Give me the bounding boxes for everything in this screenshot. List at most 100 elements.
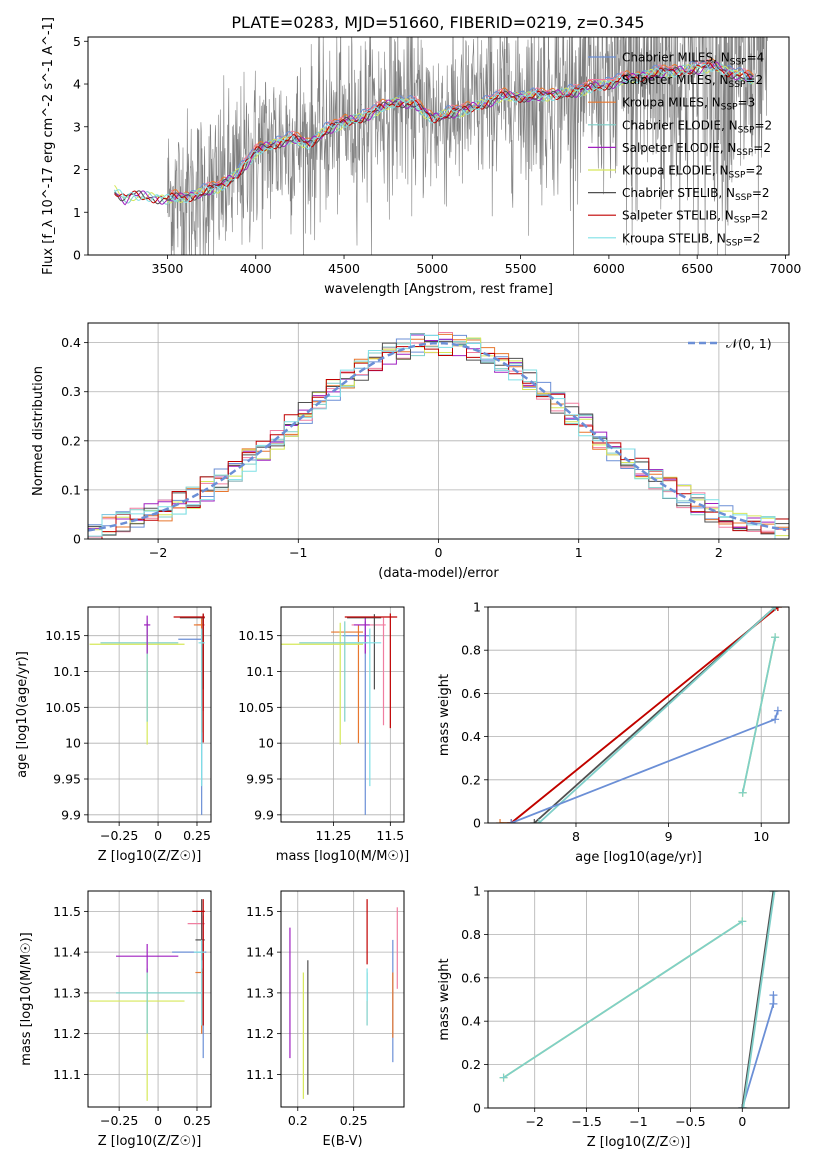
y-tick-label: 0.8 (461, 927, 481, 942)
x-tick-label: 0 (435, 545, 443, 560)
y-tick-label: 11.2 (246, 1026, 274, 1041)
mass-weight-marker (499, 1073, 508, 1082)
plot-area (114, 37, 768, 255)
legend-label: 𝒩(0, 1) (726, 336, 772, 351)
errorbar-point (344, 613, 398, 729)
x-tick-label: 2 (715, 545, 723, 560)
y-tick-label: 0.2 (61, 433, 81, 448)
x-axis-label: (data-model)/error (378, 566, 499, 581)
mass-weight-marker (769, 991, 778, 1000)
x-tick-label: 0 (154, 1113, 162, 1128)
x-axis-label: age [log10(age/yr)] (575, 850, 702, 865)
axes-overlay: 8 9 10 0 0.2 0.4 0.6 0.8 1 age [log10(age/yr)] mas… (437, 600, 790, 865)
y-tick-label: 11.1 (246, 1067, 274, 1082)
model-spectrum-line (114, 63, 754, 203)
y-tick-label: 10 (258, 736, 274, 751)
x-tick-label: 0 (154, 828, 162, 843)
axes-overlay: −0.25 0 0.25 9.9 9.95 10 10.05 10.1 10.15 Z [log1… (15, 606, 212, 864)
y-tick-label: 11.1 (53, 1067, 81, 1082)
normal-distribution-curve (88, 341, 787, 532)
plot-area (289, 899, 398, 1099)
y-tick-label: 0 (473, 1101, 481, 1116)
x-tick-label: 11.5 (376, 828, 404, 843)
y-axis-label: age [log10(age/yr)] (15, 651, 30, 778)
mass-weight-marker (739, 1104, 748, 1108)
axes-overlay: −2 −1 0 1 2 0 0.1 0.2 0.3 0.4 (data-model)/error No… (31, 322, 790, 581)
mass-weight-marker (770, 891, 779, 895)
legend: 𝒩(0, 1) (688, 336, 772, 351)
x-tick-label: −0.5 (675, 1114, 705, 1129)
errorbar-point (178, 617, 204, 815)
axes-overlay: 11.25 11.5 9.9 9.95 10 10.05 10.1 10.15 mass [lo… (238, 606, 409, 864)
axes-frame (280, 890, 405, 1108)
mass-weight-marker (773, 706, 782, 715)
legend-label: Salpeter STELIB, NSSP=2 (622, 209, 768, 226)
y-tick-label: 0.6 (461, 686, 481, 701)
y-tick-label: 11.5 (53, 904, 81, 919)
y-axis-label: mass [log10(M/M☉)] (19, 932, 34, 1065)
mass-weight-marker (738, 1104, 747, 1108)
plot-area (496, 607, 782, 823)
y-tick-label: 11.4 (246, 945, 274, 960)
x-axis-label: E(B-V) (322, 1134, 362, 1149)
axes-overlay: −2 −1.5 −1 −0.5 0 0 0.2 0.4 0.6 0.8 1 Z [log10(Z/Z☉… (437, 884, 790, 1150)
plot-area (89, 899, 207, 1101)
axes-frame (87, 890, 212, 1108)
x-tick-label: −2 (149, 545, 167, 560)
errorbar-point (347, 614, 382, 690)
legend-label: Kroupa ELODIE, NSSP=2 (622, 164, 763, 181)
mass-weight-marker (496, 819, 505, 823)
y-tick-label: 9.9 (61, 807, 81, 822)
y-tick-label: 0 (73, 248, 81, 263)
x-tick-label: −0.25 (100, 1113, 138, 1128)
spectrum-panel: 3500 4000 4500 5000 5500 6000 6500 7000 0 1 2 3 4 5 wa… (41, 17, 801, 297)
figure-title: PLATE=0283, MJD=51660, FIBERID=0219, z=0… (231, 13, 644, 32)
histogram-steps (88, 344, 789, 539)
y-tick-label: 11.5 (246, 904, 274, 919)
mass-weight-vs-age-panel: 8 9 10 0 0.2 0.4 0.6 0.8 1 age [log10(age/yr)] mas… (437, 600, 790, 865)
mass-weight-marker (771, 633, 780, 642)
axes-frame (87, 606, 212, 823)
errorbar-point (198, 628, 205, 787)
x-tick-label: 4000 (240, 261, 272, 276)
plot-area (88, 332, 789, 539)
y-tick-label: 0 (73, 532, 81, 547)
observed-spectrum-line (167, 37, 768, 255)
x-tick-label: −2 (525, 1114, 543, 1129)
legend-label: Chabrier MILES, NSSP=4 (622, 51, 764, 68)
y-tick-label: 0 (473, 816, 481, 831)
legend-label: Chabrier STELIB, NSSP=2 (622, 186, 770, 203)
y-tick-label: 1 (473, 884, 481, 899)
plot-area (499, 891, 779, 1108)
x-tick-label: 9 (665, 829, 673, 844)
y-tick-label: 9.9 (254, 807, 274, 822)
mass-weight-line (538, 607, 776, 823)
axes-overlay: 0.2 0.25 11.1 11.2 11.3 11.4 11.5 E(B-V) (246, 890, 405, 1149)
x-tick-label: 7000 (770, 261, 802, 276)
y-tick-label: 10.15 (45, 628, 81, 643)
x-tick-label: 11.25 (315, 828, 351, 843)
y-axis-label: Normed distribution (31, 366, 46, 496)
mass-weight-line (503, 920, 743, 1079)
legend-label: Salpeter ELODIE, NSSP=2 (622, 141, 771, 158)
x-axis-label: Z [log10(Z/Z☉)] (98, 849, 202, 864)
y-tick-label: 3 (73, 119, 81, 134)
x-tick-label: 0.25 (183, 1113, 211, 1128)
mass-weight-line (510, 607, 779, 823)
model-spectrum-line (114, 62, 754, 204)
x-tick-label: 0.2 (288, 1113, 308, 1128)
x-tick-label: 5000 (416, 261, 448, 276)
errorbar-point (89, 622, 185, 745)
mass-weight-marker (769, 999, 778, 1008)
legend-label: Kroupa STELIB, NSSP=2 (622, 231, 760, 248)
axes-overlay: 3500 4000 4500 5000 5500 6000 6500 7000 0 1 2 3 4 5 wa… (41, 17, 801, 297)
residuals-panel: −2 −1 0 1 2 0 0.1 0.2 0.3 0.4 (data-model)/error No… (31, 322, 790, 581)
x-tick-label: −0.25 (100, 828, 138, 843)
mass-weight-line (742, 891, 776, 1108)
mass-weight-marker (738, 788, 747, 797)
mass-weight-marker (738, 917, 747, 926)
x-axis-label: Z [log10(Z/Z☉)] (587, 1135, 691, 1150)
errorbar-point (144, 615, 151, 654)
errorbar-point (281, 622, 363, 745)
